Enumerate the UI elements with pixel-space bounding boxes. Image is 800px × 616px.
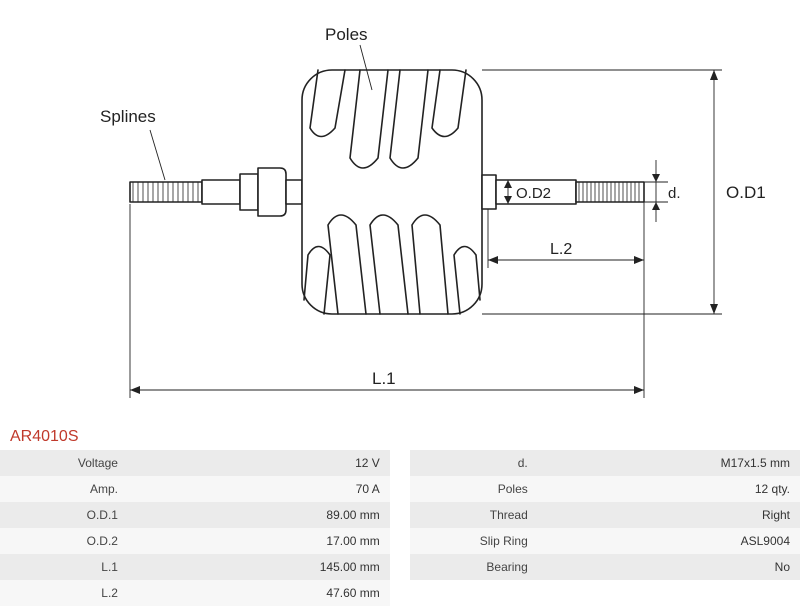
spec-label: Poles [410, 476, 538, 502]
spec-label: Thread [410, 502, 538, 528]
label-l1: L.1 [372, 369, 396, 388]
product-title: AR4010S [10, 428, 79, 446]
table-row: O.D.1 89.00 mm Thread Right [0, 502, 800, 528]
spec-label [410, 580, 538, 606]
label-l2: L.2 [550, 241, 572, 258]
spec-label: O.D.2 [0, 528, 128, 554]
spec-value: No [538, 554, 800, 580]
spec-value: 12 V [128, 450, 390, 476]
spec-value: 70 A [128, 476, 390, 502]
table-row: L.2 47.60 mm [0, 580, 800, 606]
label-splines: Splines [100, 107, 156, 126]
spec-value: 145.00 mm [128, 554, 390, 580]
table-row: L.1 145.00 mm Bearing No [0, 554, 800, 580]
label-d: d. [668, 185, 681, 202]
table-row: O.D.2 17.00 mm Slip Ring ASL9004 [0, 528, 800, 554]
spec-value: ASL9004 [538, 528, 800, 554]
label-od2: O.D2 [516, 185, 551, 202]
spec-value: 12 qty. [538, 476, 800, 502]
spec-value: Right [538, 502, 800, 528]
table-row: Voltage 12 V d. M17x1.5 mm [0, 450, 800, 476]
spec-label: L.2 [0, 580, 128, 606]
rotor-diagram: Poles Splines O.D2 d. O.D1 L.2 L.1 [0, 0, 800, 420]
spec-value: M17x1.5 mm [538, 450, 800, 476]
table-row: Amp. 70 A Poles 12 qty. [0, 476, 800, 502]
label-od1: O.D1 [726, 183, 766, 202]
spec-label: Amp. [0, 476, 128, 502]
spec-value: 47.60 mm [128, 580, 390, 606]
spec-label: d. [410, 450, 538, 476]
spec-label: L.1 [0, 554, 128, 580]
label-poles: Poles [325, 25, 368, 44]
spec-value: 17.00 mm [128, 528, 390, 554]
spec-label: Bearing [410, 554, 538, 580]
spec-table: Voltage 12 V d. M17x1.5 mm Amp. 70 A Pol… [0, 450, 800, 606]
spec-value [538, 580, 800, 606]
spec-label: Slip Ring [410, 528, 538, 554]
spec-value: 89.00 mm [128, 502, 390, 528]
spec-label: O.D.1 [0, 502, 128, 528]
spec-label: Voltage [0, 450, 128, 476]
